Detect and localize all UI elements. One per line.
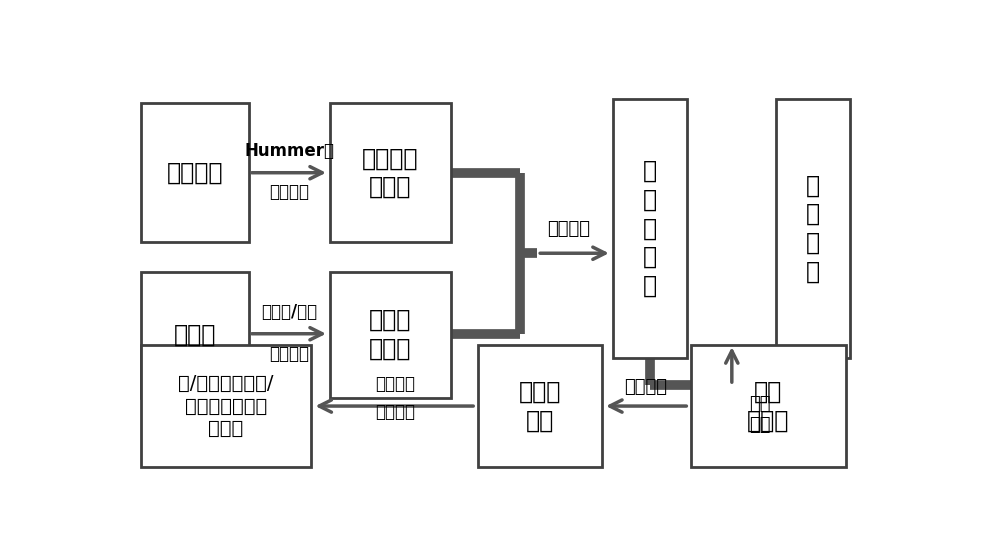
Text: 超声剥离: 超声剥离: [269, 183, 309, 201]
FancyBboxPatch shape: [140, 271, 249, 397]
FancyBboxPatch shape: [140, 103, 249, 242]
Text: 均
匀
混
合
液: 均 匀 混 合 液: [643, 159, 657, 298]
Text: 超声分散: 超声分散: [547, 220, 590, 238]
Text: 碳铝钛: 碳铝钛: [174, 323, 216, 347]
Text: 超声剥离: 超声剥离: [269, 345, 309, 363]
FancyBboxPatch shape: [330, 103, 451, 242]
FancyBboxPatch shape: [140, 345, 311, 467]
FancyBboxPatch shape: [330, 271, 451, 397]
FancyBboxPatch shape: [478, 345, 602, 467]
FancyBboxPatch shape: [776, 99, 850, 358]
Text: 透析洗涤: 透析洗涤: [375, 376, 415, 394]
Text: 碳化钛
纳米片: 碳化钛 纳米片: [369, 308, 412, 361]
Text: 磁力
搅拌: 磁力 搅拌: [749, 395, 770, 434]
Text: Hummer法: Hummer法: [244, 142, 334, 160]
FancyBboxPatch shape: [613, 99, 687, 358]
Text: 水热反应: 水热反应: [624, 377, 667, 395]
Text: 真空干燥: 真空干燥: [375, 403, 415, 421]
Text: 氧化石墨
纳米片: 氧化石墨 纳米片: [362, 146, 419, 199]
Text: 铂/碳化钛纳米片/
石墨烯三维复合
催化剂: 铂/碳化钛纳米片/ 石墨烯三维复合 催化剂: [178, 374, 274, 438]
Text: 铂
盐
溶
液: 铂 盐 溶 液: [806, 173, 820, 283]
Text: 水凝胶
产物: 水凝胶 产物: [518, 379, 561, 432]
FancyBboxPatch shape: [691, 345, 846, 467]
Text: 反应
前驱液: 反应 前驱液: [747, 379, 789, 432]
Text: 石墨粉末: 石墨粉末: [166, 161, 223, 185]
Text: 氟化锂/盐酸: 氟化锂/盐酸: [261, 303, 317, 321]
